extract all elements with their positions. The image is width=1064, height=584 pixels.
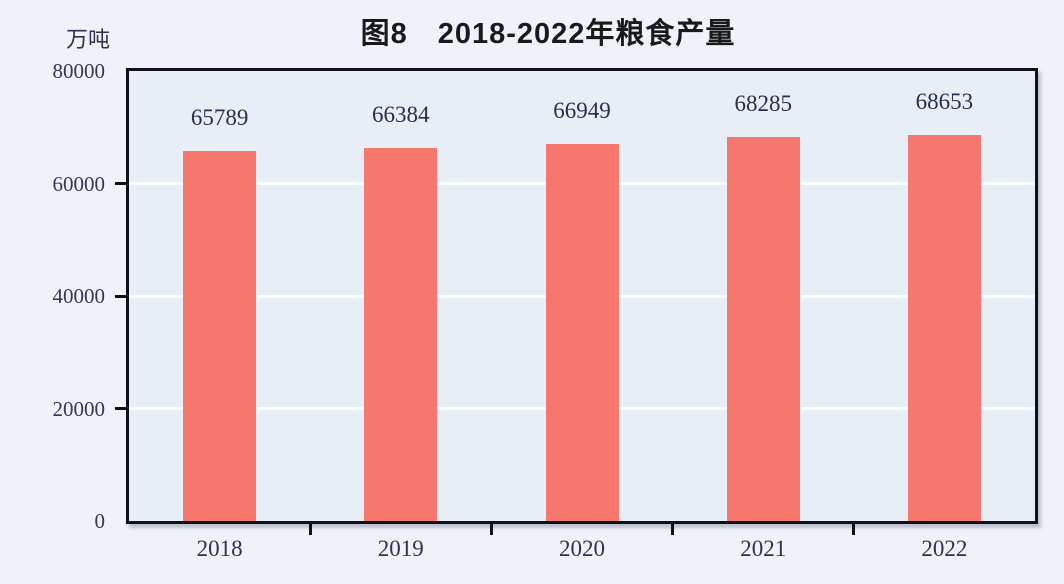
x-axis-labels: 2018 2019 2020 2021 2022 (129, 524, 1035, 562)
bar-value-label: 66949 (553, 98, 611, 124)
y-axis-tickmark (115, 182, 126, 185)
x-tick-label: 2019 (377, 536, 424, 561)
y-tick-label: 0 (94, 509, 106, 533)
bar-column-2021: 68285 (673, 71, 854, 521)
y-axis-tickmark (115, 294, 126, 298)
bar-2020 (545, 144, 619, 521)
x-tick-label: 2020 (559, 536, 605, 561)
bars-row: 65789 66384 66949 68285 68653 (129, 71, 1035, 521)
y-tick-label: 40000 (52, 284, 106, 308)
bar-2018 (183, 150, 257, 521)
bar-column-2018: 65789 (129, 71, 310, 521)
x-axis-tickmark (671, 524, 675, 535)
y-tick-label: 80000 (52, 59, 106, 83)
bar-2021 (726, 136, 800, 521)
bar-value-label: 66384 (372, 101, 430, 127)
bar-2019 (364, 147, 438, 521)
bar-value-label: 68285 (734, 90, 792, 116)
chart-title: 图8 2018-2022年粮食产量 (360, 18, 736, 50)
plot-area: 65789 66384 66949 68285 68653 (115, 68, 1038, 535)
y-axis-unit-label: 万吨 (65, 27, 110, 52)
x-axis-tickmark (852, 524, 856, 535)
x-tick-label: 2021 (740, 536, 787, 561)
bar-column-2020: 66949 (491, 71, 672, 521)
y-axis-tick-labels: 0 20000 40000 60000 80000 (0, 59, 106, 533)
bar-value-label: 68653 (915, 88, 974, 114)
x-axis-tickmark (308, 524, 312, 535)
x-tick-label: 2022 (921, 536, 968, 561)
x-axis-tickmark (489, 524, 493, 535)
bar-value-label: 65789 (190, 104, 249, 130)
y-axis-tickmark (115, 407, 126, 410)
bar-column-2022: 68653 (854, 71, 1035, 521)
x-tick-label: 2018 (196, 536, 243, 561)
bar-column-2019: 66384 (310, 71, 491, 521)
y-tick-label: 60000 (52, 171, 106, 196)
y-tick-label: 20000 (52, 396, 106, 421)
bar-2022 (907, 134, 981, 521)
